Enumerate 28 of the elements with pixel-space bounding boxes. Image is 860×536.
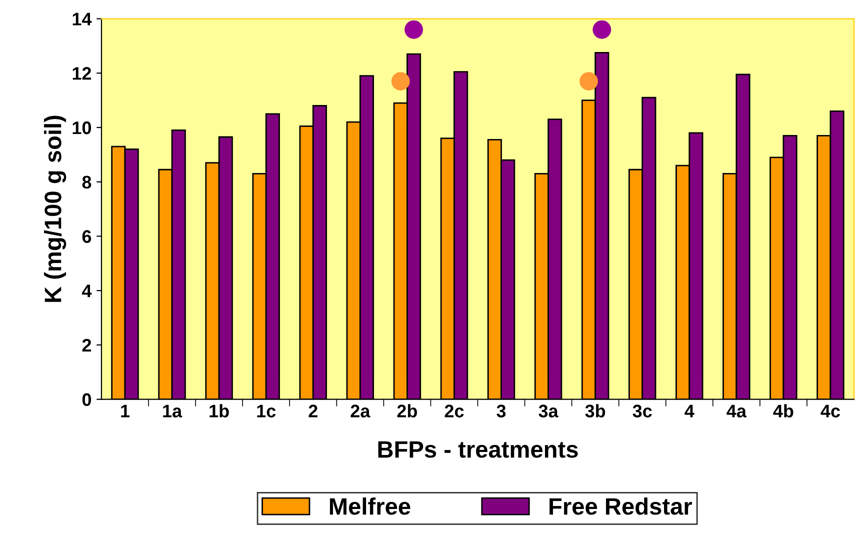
y-axis-title: K (mg/100 g soil): [44, 116, 66, 302]
x-tick-label: 2b: [397, 404, 417, 418]
y-tick-label: 14: [72, 12, 92, 26]
x-tick-label: 1b: [210, 404, 229, 418]
legend-label: Free Redstar: [550, 497, 692, 515]
x-tick-label: 4a: [726, 404, 747, 418]
y-tick-label: 0: [82, 393, 92, 406]
x-tick-label: 1a: [163, 404, 182, 418]
x-tick-label: 3c: [632, 404, 652, 418]
x-axis-title: BFPs - treatments: [378, 441, 578, 458]
y-tick-label: 8: [82, 176, 92, 189]
y-tick-label: 6: [82, 230, 92, 243]
x-tick-label: 2a: [350, 404, 370, 418]
y-tick-label: 2: [82, 338, 92, 352]
y-tick-label: 4: [82, 284, 92, 298]
x-tick-label: 3a: [538, 404, 558, 418]
x-tick-label: 2: [308, 404, 318, 418]
legend-label: Melfree: [330, 497, 410, 515]
y-tick-label: 10: [72, 121, 92, 134]
x-tick-label: 3: [496, 404, 506, 418]
x-tick-label: 1: [121, 404, 130, 418]
x-tick-label: 4c: [820, 404, 840, 418]
x-tick-label: 4b: [773, 404, 794, 418]
x-tick-label: 4: [684, 404, 694, 418]
y-tick-label: 12: [72, 67, 92, 80]
x-tick-label: 3b: [585, 404, 606, 418]
x-tick-label: 2c: [444, 404, 464, 418]
x-tick-label: 1c: [257, 404, 276, 418]
